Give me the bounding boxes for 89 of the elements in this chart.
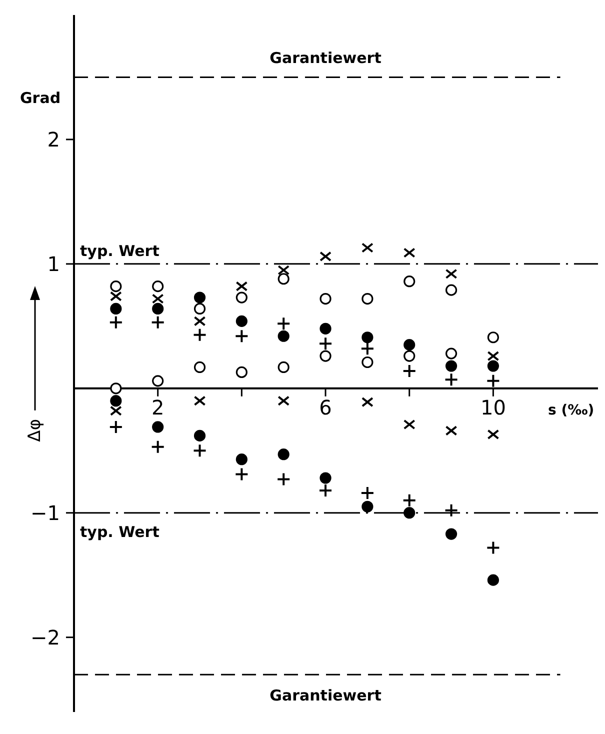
- point: [278, 265, 290, 276]
- point: [110, 382, 122, 394]
- point: [152, 280, 164, 292]
- x-tick-label: 6: [319, 395, 332, 420]
- point: [110, 291, 122, 302]
- point: [320, 350, 332, 362]
- point: [445, 360, 458, 372]
- y-tick-label: 2: [47, 127, 60, 152]
- point: [192, 444, 207, 458]
- point: [194, 316, 206, 326]
- point: [110, 280, 122, 292]
- point: [194, 302, 206, 315]
- point: [234, 467, 249, 482]
- point: [320, 251, 332, 262]
- ref-line-label: typ. Wert: [80, 522, 160, 541]
- point: [320, 322, 332, 334]
- point: [236, 454, 248, 466]
- point: [361, 242, 374, 253]
- point: [108, 420, 123, 434]
- point: [110, 406, 122, 416]
- point: [150, 315, 165, 330]
- point: [445, 528, 458, 540]
- point: [194, 361, 206, 374]
- point: [445, 284, 458, 296]
- point: [320, 292, 332, 305]
- point: [486, 540, 500, 555]
- point: [234, 329, 249, 344]
- point: [487, 351, 500, 362]
- point: [362, 356, 374, 368]
- ref-line-label: Garantiewert: [270, 686, 382, 705]
- ref-line-label: typ. Wert: [80, 242, 160, 260]
- y-axis-title: Δφ: [25, 418, 45, 442]
- point: [445, 348, 458, 360]
- ref-line-label: Garantiewert: [270, 49, 382, 68]
- point: [278, 330, 290, 342]
- point: [444, 503, 458, 518]
- point: [403, 248, 416, 258]
- point: [362, 332, 374, 344]
- point: [445, 268, 458, 279]
- point: [404, 276, 416, 288]
- point: [487, 429, 500, 440]
- point: [278, 273, 290, 285]
- point: [152, 294, 164, 304]
- point: [278, 448, 290, 460]
- point: [236, 281, 248, 292]
- x-tick-label: 10: [480, 395, 506, 420]
- point: [150, 440, 165, 454]
- point: [487, 574, 499, 586]
- point: [402, 493, 416, 508]
- point: [362, 292, 374, 305]
- text: Grad: [20, 89, 61, 107]
- point: [152, 302, 164, 315]
- point: [318, 483, 333, 498]
- point: [404, 507, 416, 519]
- point: [194, 430, 206, 442]
- point: [402, 364, 416, 378]
- point: [362, 500, 374, 512]
- point: [404, 339, 416, 351]
- point: [108, 315, 123, 330]
- y-tick-label: −2: [30, 625, 60, 650]
- point: [487, 332, 499, 344]
- point: [445, 426, 458, 436]
- point: [361, 397, 374, 408]
- point: [110, 395, 122, 407]
- point: [236, 315, 248, 327]
- point: [444, 372, 458, 387]
- point: [276, 472, 291, 486]
- point: [236, 292, 248, 304]
- y-tick-label: −1: [30, 500, 60, 525]
- point: [110, 302, 122, 315]
- point: [404, 350, 416, 362]
- x-axis-title: s (‰): [548, 402, 594, 418]
- point: [152, 421, 164, 433]
- point: [360, 486, 374, 500]
- y-tick-label: 1: [47, 252, 60, 276]
- point: [278, 396, 290, 406]
- point: [194, 292, 206, 304]
- point: [192, 328, 207, 342]
- point: [152, 375, 164, 387]
- point: [194, 396, 206, 406]
- point: [278, 361, 290, 374]
- point: [320, 472, 332, 484]
- x-tick-label: 2: [151, 395, 164, 420]
- point: [318, 336, 333, 351]
- point: [487, 360, 499, 372]
- point: [236, 366, 248, 378]
- point: [403, 419, 416, 430]
- point: [276, 316, 291, 331]
- point: [360, 342, 374, 356]
